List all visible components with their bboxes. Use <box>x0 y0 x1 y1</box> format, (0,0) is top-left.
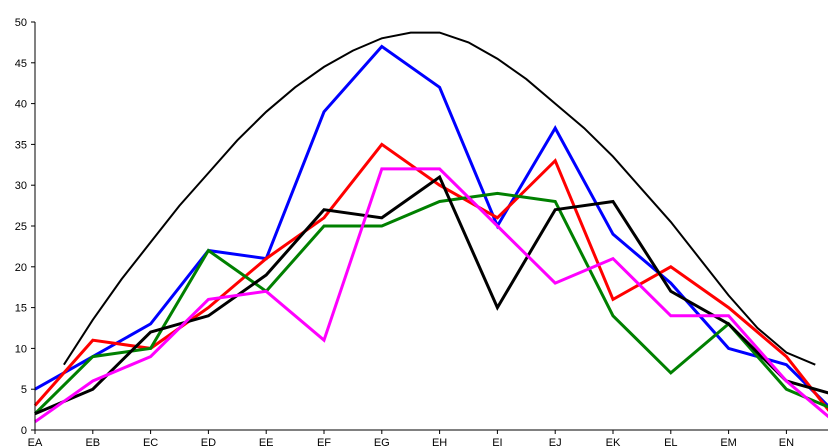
y-tick-label: 35 <box>15 139 27 151</box>
y-tick-label: 25 <box>15 221 27 233</box>
y-tick-label: 50 <box>15 17 27 29</box>
y-tick-label: 20 <box>15 262 27 274</box>
x-tick-label: EC <box>143 437 158 448</box>
x-tick-label: EA <box>28 437 43 448</box>
x-tick-label: EJ <box>549 437 562 448</box>
series-line-5 <box>34 167 828 424</box>
x-tick-label: EH <box>432 437 447 448</box>
y-tick-label: 0 <box>21 425 27 437</box>
x-tick-label: EK <box>606 437 621 448</box>
x-tick-label: EB <box>85 437 100 448</box>
x-tick-label: EG <box>374 437 390 448</box>
y-tick-label: 10 <box>15 343 27 355</box>
y-tick-label: 40 <box>15 99 27 111</box>
x-tick-label: ED <box>201 437 216 448</box>
series-line-4 <box>34 174 828 416</box>
x-tick-label: EN <box>779 437 794 448</box>
envelope-curve <box>63 31 816 366</box>
y-tick-label: 30 <box>15 180 27 192</box>
y-tick-layer: 0 5 10 15 20 25 30 35 40 45 50 <box>15 17 35 437</box>
x-tick-label: EM <box>720 437 737 448</box>
x-tick-label: EF <box>317 437 331 448</box>
y-tick-label: 45 <box>15 58 27 70</box>
y-tick-label: 15 <box>15 303 27 315</box>
series-layer <box>33 44 828 424</box>
series-line-3 <box>33 191 828 415</box>
series-line-2 <box>33 142 828 412</box>
x-tick-label: EE <box>259 437 274 448</box>
x-tick-label: EI <box>492 437 502 448</box>
y-tick-label: 5 <box>21 384 27 396</box>
x-tick-layer: EAEBECEDEEEFEGEHEIEJEKELEMENEO <box>28 430 794 448</box>
x-tick-label: EL <box>664 437 677 448</box>
envelope-layer <box>63 31 816 366</box>
series-line-1 <box>34 44 828 408</box>
